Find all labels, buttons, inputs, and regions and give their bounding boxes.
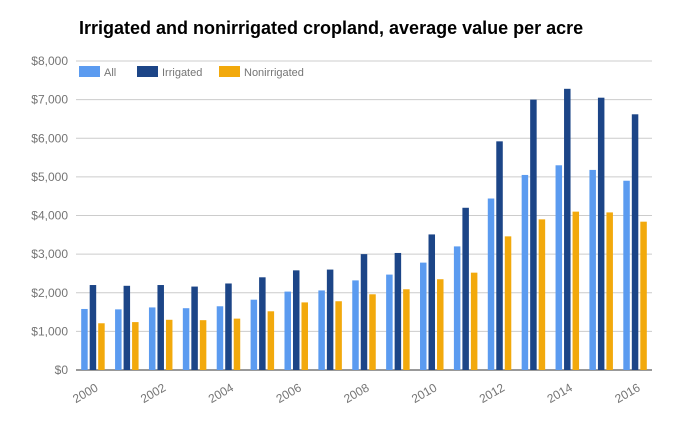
bar-nonirrigated-2003[interactable]: Nonirrigated 2003: 1290 [199, 320, 207, 370]
bar-irrigated-2013[interactable]: Irrigated 2013: 7000 [530, 99, 537, 370]
bar-all-2016[interactable]: All 2016: 4900 [623, 180, 630, 370]
bar-irrigated-2003[interactable]: Irrigated 2003: 2160 [191, 286, 198, 370]
x-tick-label: 2008 [341, 380, 371, 406]
legend-swatch [219, 66, 240, 77]
y-axis-tick-labels: $0 $1,000 $2,000 $3,000 $4,000 $5,000 $6,000 $7… [31, 54, 68, 377]
bar-nonirrigated-2006[interactable]: Nonirrigated 2006: 1750 [301, 302, 308, 370]
bar-irrigated-2012[interactable]: Irrigated 2012: 5920 [496, 141, 503, 370]
bar-all-2003[interactable]: All 2003: 1600 [182, 308, 190, 370]
bar-nonirrigated-2001[interactable]: Nonirrigated 2001: 1240 [132, 322, 139, 370]
y-tick-label: $7,000 [31, 93, 68, 107]
bar-nonirrigated-2000[interactable]: Nonirrigated 2000: 1210 [98, 323, 105, 370]
bar-irrigated-2007[interactable]: Irrigated 2007: 2600 [326, 269, 334, 370]
bar-all-2000[interactable]: All 2000: 1580 [81, 308, 88, 370]
x-tick-label: 2002 [138, 380, 168, 406]
bar-nonirrigated-2002[interactable]: Nonirrigated 2002: 1300 [165, 319, 173, 370]
bar-nonirrigated-2015[interactable]: Nonirrigated 2015: 4080 [606, 212, 613, 370]
bar-all-2004[interactable]: All 2004: 1650 [216, 306, 224, 370]
bar-irrigated-2006[interactable]: Irrigated 2006: 2580 [292, 270, 300, 370]
y-tick-label: $6,000 [31, 131, 68, 145]
bar-all-2015[interactable]: All 2015: 5180 [589, 169, 596, 370]
bar-all-2008[interactable]: All 2008: 2320 [352, 280, 359, 370]
legend-swatch [79, 66, 100, 77]
bar-nonirrigated-2014[interactable]: Nonirrigated 2014: 4100 [572, 211, 580, 370]
y-tick-label: $2,000 [31, 286, 68, 300]
bar-nonirrigated-2012[interactable]: Nonirrigated 2012: 3460 [504, 236, 512, 370]
legend-label: Nonirrigated [244, 67, 304, 79]
legend[interactable]: All Irrigated Nonirrigated [79, 66, 304, 79]
y-tick-label: $1,000 [31, 324, 68, 338]
x-tick-label: 2010 [409, 380, 439, 406]
bar-nonirrigated-2013[interactable]: Nonirrigated 2013: 3900 [538, 219, 546, 370]
bar-all-2014[interactable]: All 2014: 5300 [555, 165, 563, 370]
bar-nonirrigated-2005[interactable]: Nonirrigated 2005: 1520 [267, 311, 275, 370]
bar-irrigated-2005[interactable]: Irrigated 2005: 2400 [259, 277, 266, 370]
bar-irrigated-2014[interactable]: Irrigated 2014: 7280 [564, 88, 571, 370]
bar-nonirrigated-2009[interactable]: Nonirrigated 2009: 2090 [403, 289, 410, 370]
bars: All 2000: 1580Irrigated 2000: 2200Nonirr… [81, 88, 647, 371]
x-tick-label: 2004 [206, 380, 236, 406]
bar-all-2001[interactable]: All 2001: 1570 [115, 309, 122, 370]
legend-item-irrigated[interactable]: Irrigated [137, 66, 202, 79]
legend-item-nonirrigated[interactable]: Nonirrigated [219, 66, 304, 79]
y-tick-label: $5,000 [31, 170, 68, 184]
bar-irrigated-2016[interactable]: Irrigated 2016: 6620 [631, 114, 639, 371]
bar-all-2007[interactable]: All 2007: 2060 [318, 290, 325, 370]
bar-nonirrigated-2004[interactable]: Nonirrigated 2004: 1330 [233, 318, 241, 370]
bar-all-2012[interactable]: All 2012: 4440 [487, 198, 495, 370]
bar-irrigated-2004[interactable]: Irrigated 2004: 2240 [225, 283, 232, 370]
x-tick-label: 2006 [274, 380, 304, 406]
bar-nonirrigated-2008[interactable]: Nonirrigated 2008: 1960 [369, 294, 376, 370]
x-tick-label: 2016 [612, 380, 642, 406]
x-tick-label: 2014 [545, 380, 575, 406]
x-tick-label: 2000 [70, 380, 100, 406]
bar-nonirrigated-2011[interactable]: Nonirrigated 2011: 2520 [470, 272, 478, 370]
bar-irrigated-2015[interactable]: Irrigated 2015: 7050 [597, 97, 605, 370]
bar-irrigated-2001[interactable]: Irrigated 2001: 2180 [123, 285, 131, 370]
y-tick-label: $3,000 [31, 247, 68, 261]
bar-all-2013[interactable]: All 2013: 5050 [521, 174, 529, 370]
bar-nonirrigated-2016[interactable]: Nonirrigated 2016: 3840 [640, 221, 647, 370]
legend-label: All [104, 67, 116, 79]
bar-all-2011[interactable]: All 2011: 3200 [453, 246, 461, 370]
y-tick-label: $0 [55, 363, 69, 377]
bar-irrigated-2010[interactable]: Irrigated 2010: 3510 [428, 234, 436, 370]
bar-nonirrigated-2007[interactable]: Nonirrigated 2007: 1780 [335, 301, 342, 370]
bar-irrigated-2008[interactable]: Irrigated 2008: 3000 [360, 254, 368, 370]
bar-all-2006[interactable]: All 2006: 2030 [284, 291, 291, 370]
legend-swatch [137, 66, 158, 77]
bar-nonirrigated-2010[interactable]: Nonirrigated 2010: 2350 [437, 279, 444, 370]
bar-all-2005[interactable]: All 2005: 1820 [250, 299, 258, 370]
chart-title: Irrigated and nonirrigated cropland, ave… [79, 18, 584, 38]
bar-irrigated-2009[interactable]: Irrigated 2009: 3030 [394, 252, 402, 370]
y-tick-label: $4,000 [31, 209, 68, 223]
legend-item-all[interactable]: All [79, 66, 116, 79]
legend-label: Irrigated [162, 67, 202, 79]
bar-all-2010[interactable]: All 2010: 2780 [420, 262, 427, 370]
x-tick-label: 2012 [477, 380, 507, 406]
x-axis-tick-labels: 2000 2002 2004 2006 2008 2010 2012 2014 2016 [70, 380, 643, 406]
y-tick-label: $8,000 [31, 54, 68, 68]
bar-all-2002[interactable]: All 2002: 1620 [148, 307, 156, 370]
bar-all-2009[interactable]: All 2009: 2470 [386, 274, 393, 370]
